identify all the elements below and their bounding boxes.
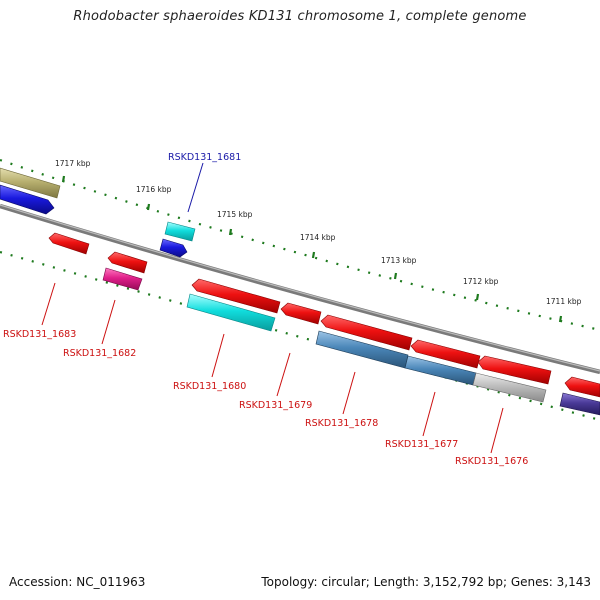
inner-dot-track bbox=[0, 250, 600, 422]
gene-blue-left[interactable] bbox=[0, 184, 55, 215]
gene-blue-small[interactable] bbox=[159, 238, 188, 258]
gene-olive[interactable] bbox=[0, 167, 61, 199]
tick-label-1717: 1717 kbp bbox=[55, 159, 91, 168]
gene-label-rskd131-1678: RSKD131_1678 bbox=[305, 418, 378, 429]
gene-rskd131-1676[interactable] bbox=[472, 372, 547, 403]
gene-rskd131-1680-a[interactable] bbox=[191, 278, 281, 314]
reverse-genes bbox=[48, 232, 600, 416]
gene-rskd131-1680[interactable] bbox=[186, 293, 276, 332]
gene-label-rskd131-1683: RSKD131_1683 bbox=[3, 329, 76, 340]
gene-red-right[interactable] bbox=[564, 376, 600, 398]
gene-indigo-right[interactable] bbox=[559, 392, 600, 416]
tick-label-1712: 1712 kbp bbox=[463, 277, 499, 286]
gene-rskd131-1681[interactable] bbox=[164, 221, 196, 242]
gene-rskd131-1678-a[interactable] bbox=[320, 314, 413, 351]
gene-label-rskd131-1679: RSKD131_1679 bbox=[239, 400, 312, 411]
tick-label-1715: 1715 kbp bbox=[217, 210, 253, 219]
tick-label-1711: 1711 kbp bbox=[546, 297, 582, 306]
gene-rskd131-1683[interactable] bbox=[48, 232, 90, 255]
accession-text: Accession: NC_011963 bbox=[9, 575, 146, 589]
gene-label-rskd131-1676: RSKD131_1676 bbox=[455, 456, 528, 467]
tick-label-1716: 1716 kbp bbox=[136, 185, 172, 194]
label-leaders bbox=[41, 162, 504, 454]
outer-tick-track bbox=[0, 158, 600, 332]
genome-summary-text: Topology: circular; Length: 3,152,792 bp… bbox=[261, 575, 591, 589]
genome-backbone bbox=[0, 203, 600, 375]
gene-label-rskd131-1681: RSKD131_1681 bbox=[168, 152, 241, 163]
gene-rskd131-1682-a[interactable] bbox=[107, 251, 148, 274]
gene-rskd131-1679[interactable] bbox=[280, 302, 322, 325]
gene-rskd131-1676-a[interactable] bbox=[477, 355, 552, 385]
tick-label-1713: 1713 kbp bbox=[381, 256, 417, 265]
tick-label-1714: 1714 kbp bbox=[300, 233, 336, 242]
map-title: Rhodobacter sphaeroides KD131 chromosome… bbox=[73, 9, 527, 24]
gene-rskd131-1682[interactable] bbox=[102, 267, 143, 291]
major-ticks bbox=[61, 175, 563, 323]
tick-labels: 1717 kbp 1716 kbp 1715 kbp 1714 kbp 1713… bbox=[55, 159, 582, 306]
gene-label-rskd131-1677: RSKD131_1677 bbox=[385, 439, 458, 450]
gene-label-rskd131-1680: RSKD131_1680 bbox=[173, 381, 246, 392]
gene-label-rskd131-1682: RSKD131_1682 bbox=[63, 348, 136, 359]
gene-rskd131-1677-a[interactable] bbox=[410, 339, 481, 369]
forward-genes bbox=[0, 167, 196, 258]
gene-label-group: RSKD131_1681 RSKD131_1683 RSKD131_1682 R… bbox=[3, 152, 528, 467]
